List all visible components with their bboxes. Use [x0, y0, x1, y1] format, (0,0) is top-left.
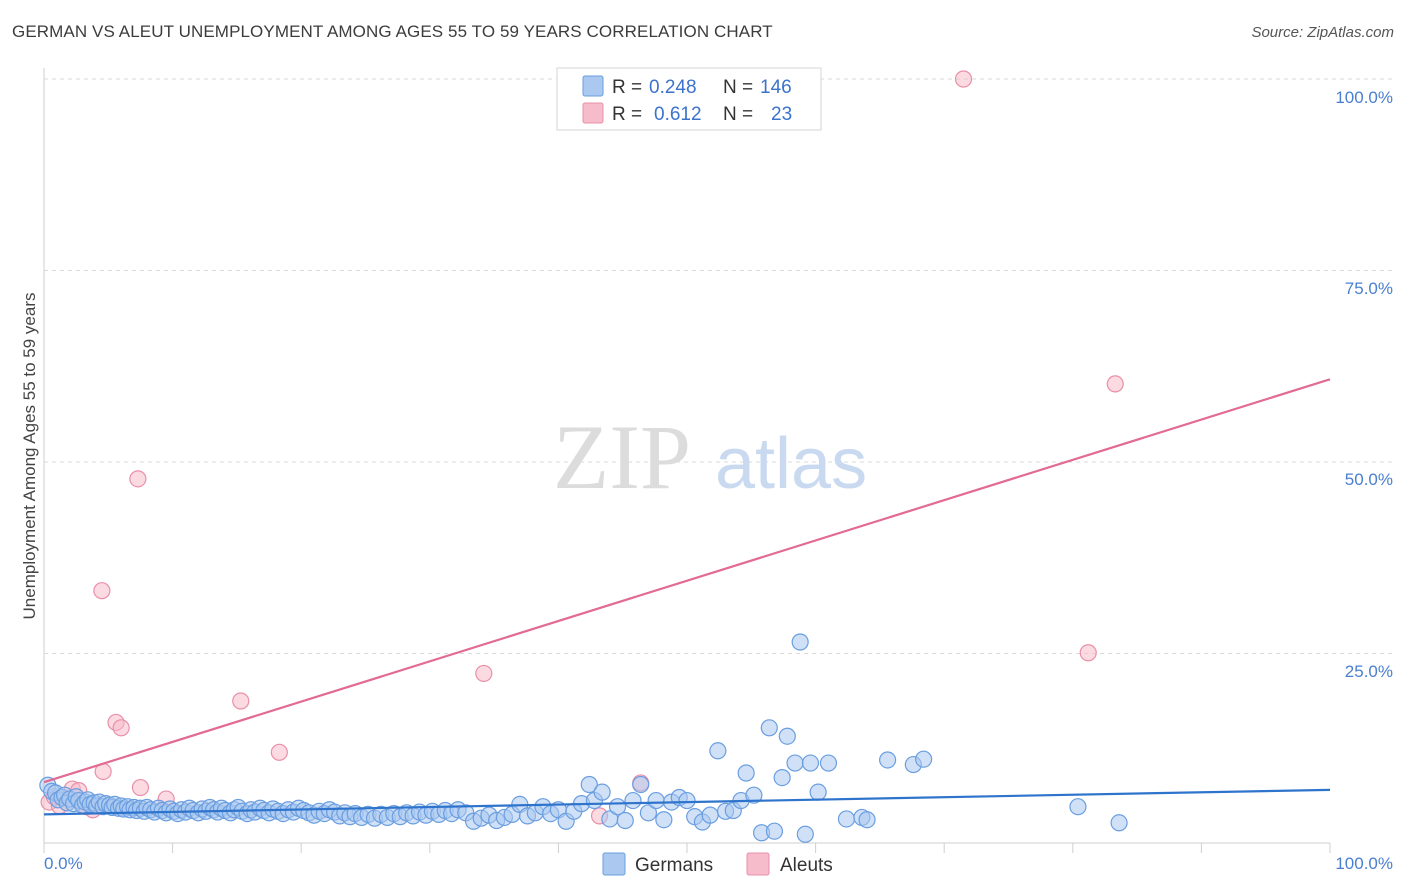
germans-r-label: R =: [612, 77, 642, 98]
german-point: [773, 768, 791, 787]
german-point: [809, 783, 827, 801]
legend: R = 0.248 N = 146 R = 0.612 N = 23: [556, 67, 822, 131]
germans-series: [39, 633, 1128, 843]
german-point: [737, 764, 755, 782]
aleuts-bottom-label: Aleuts: [780, 855, 833, 876]
aleut-point: [1079, 644, 1097, 662]
german-point: [655, 811, 673, 829]
german-point: [1110, 814, 1128, 832]
german-point: [580, 775, 598, 794]
german-point: [593, 783, 611, 801]
germans-n-value: 146: [760, 77, 792, 98]
x-tick-label: 100.0%: [1335, 854, 1393, 873]
german-point: [624, 791, 642, 810]
source-credit: Source: ZipAtlas.com: [1251, 24, 1394, 41]
gridlines: [44, 78, 1393, 654]
aleuts-n-label: N =: [723, 104, 753, 125]
german-point: [760, 719, 778, 737]
germans-legend-swatch: [582, 75, 604, 97]
y-tick-label: 100.0%: [1335, 88, 1393, 107]
aleut-point: [232, 692, 250, 710]
aleuts-r-value: 0.612: [654, 104, 702, 125]
german-point: [632, 775, 650, 794]
german-point: [765, 822, 784, 840]
aleuts-trend-line: [43, 378, 1331, 784]
german-point: [801, 754, 820, 772]
german-point: [879, 751, 897, 769]
aleuts-bottom-swatch: [746, 852, 770, 876]
german-point: [678, 791, 696, 810]
aleut-point: [1106, 375, 1124, 393]
aleut-point: [131, 778, 150, 797]
aleut-point: [129, 470, 147, 488]
aleut-point: [475, 664, 493, 683]
bottom-legend: Germans Aleuts: [602, 852, 833, 876]
y-tick-labels: 25.0% 50.0% 75.0% 100.0%: [1335, 88, 1393, 681]
german-point: [915, 750, 933, 768]
aleut-point: [954, 70, 973, 88]
germans-r-value: 0.248: [649, 77, 697, 98]
x-tick-labels: 0.0% 100.0%: [44, 854, 1393, 873]
german-point: [858, 811, 876, 829]
aleut-point: [270, 743, 288, 761]
german-point: [647, 791, 665, 810]
aleuts-n-value: 23: [771, 104, 792, 125]
german-point: [1069, 798, 1087, 816]
german-point: [819, 754, 838, 772]
germans-n-label: N =: [723, 77, 753, 98]
chart-title: GERMAN VS ALEUT UNEMPLOYMENT AMONG AGES …: [12, 22, 773, 41]
german-point: [639, 804, 658, 822]
trend-lines: [43, 378, 1331, 816]
german-point: [616, 811, 634, 830]
germans-trend-line: [43, 788, 1331, 816]
watermark: ZIP atlas: [553, 406, 867, 508]
german-point: [791, 633, 809, 651]
y-axis-label: Unemployment Among Ages 55 to 59 years: [20, 293, 39, 620]
y-tick-label: 75.0%: [1345, 279, 1393, 298]
aleut-point: [93, 582, 111, 600]
german-point: [796, 825, 814, 843]
german-point: [701, 806, 719, 824]
german-point: [837, 810, 856, 828]
aleuts-r-label: R =: [612, 104, 642, 125]
y-tick-label: 50.0%: [1345, 470, 1393, 489]
aleut-point: [112, 719, 130, 737]
watermark-zip: ZIP: [553, 406, 691, 508]
german-point: [709, 742, 727, 760]
watermark-atlas: atlas: [715, 424, 867, 504]
german-point: [778, 727, 796, 745]
germans-bottom-swatch: [602, 852, 626, 876]
y-tick-label: 25.0%: [1345, 662, 1393, 681]
aleuts-legend-swatch: [582, 102, 604, 124]
germans-bottom-label: Germans: [635, 855, 713, 876]
x-tick-marks: [43, 843, 1331, 853]
x-tick-label: 0.0%: [44, 854, 83, 873]
german-point: [786, 754, 804, 772]
german-point: [745, 786, 763, 804]
